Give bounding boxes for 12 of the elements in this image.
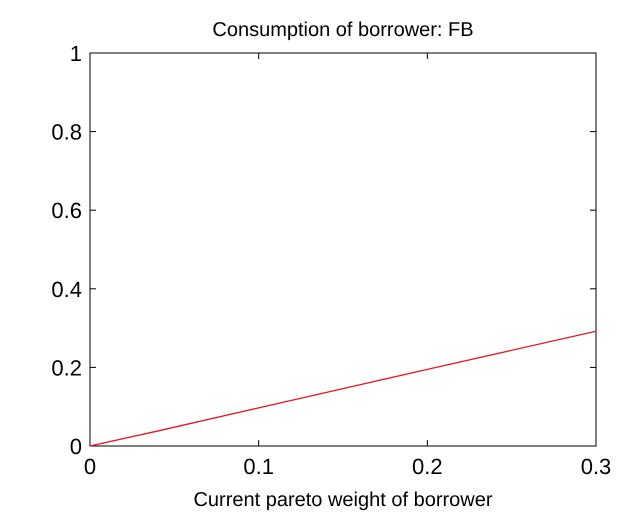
y-tick-label: 0.2	[51, 355, 82, 380]
y-tick-label: 0.8	[51, 120, 82, 145]
y-tick-label: 0.6	[51, 198, 82, 224]
y-tick-label: 0	[70, 434, 82, 459]
y-tick-label: 0.4	[51, 276, 82, 302]
x-tick-label: 0.3	[580, 454, 612, 479]
chart-title: Consumption of borrower: FB	[212, 19, 474, 41]
x-tick-label: 0.2	[412, 454, 443, 479]
line-series	[89, 330, 597, 447]
x-tick-label: 0.1	[243, 454, 274, 479]
x-axis-title: Current pareto weight of borrower	[193, 489, 493, 511]
y-tick-label: 1	[70, 41, 82, 66]
